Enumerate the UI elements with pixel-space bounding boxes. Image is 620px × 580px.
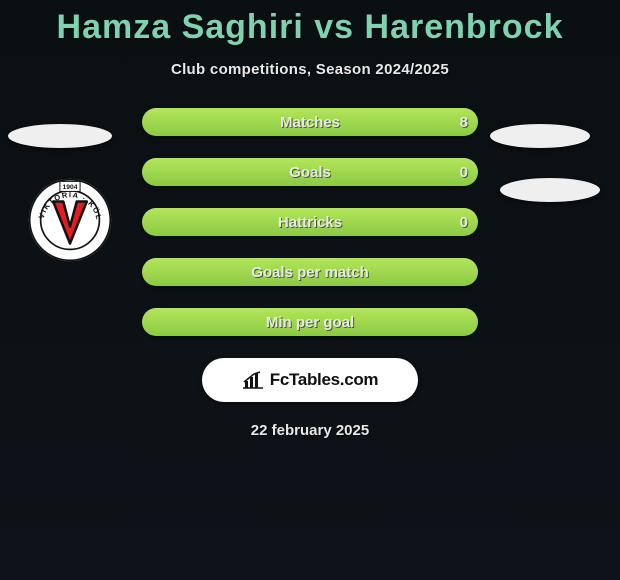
stat-row-goals: Goals 0 — [142, 158, 478, 186]
stat-right: 8 — [460, 114, 468, 131]
stat-label: Hattricks — [278, 214, 342, 231]
brand-badge[interactable]: FcTables.com — [202, 358, 418, 402]
stat-label: Min per goal — [266, 314, 354, 331]
stat-row-hattricks: Hattricks 0 — [142, 208, 478, 236]
stat-label: Goals per match — [251, 264, 369, 281]
bar-chart-icon — [242, 371, 264, 389]
ellipse-right-2 — [500, 178, 600, 202]
stat-row-gpm: Goals per match — [142, 258, 478, 286]
subtitle: Club competitions, Season 2024/2025 — [0, 61, 620, 78]
ellipse-left-1 — [8, 124, 112, 148]
stat-label: Matches — [280, 114, 340, 131]
club-logo: 1904 VIKTORIA · KÖLN — [28, 178, 112, 262]
stat-row-mpg: Min per goal — [142, 308, 478, 336]
brand-text: FcTables.com — [270, 370, 379, 390]
stat-label: Goals — [289, 164, 331, 181]
date-line: 22 february 2025 — [0, 422, 620, 439]
page-title: Hamza Saghiri vs Harenbrock — [0, 0, 620, 47]
stat-row-matches: Matches 8 — [142, 108, 478, 136]
ellipse-right-1 — [490, 124, 590, 148]
stat-right: 0 — [460, 214, 468, 231]
logo-year: 1904 — [63, 184, 78, 191]
stat-right: 0 — [460, 164, 468, 181]
